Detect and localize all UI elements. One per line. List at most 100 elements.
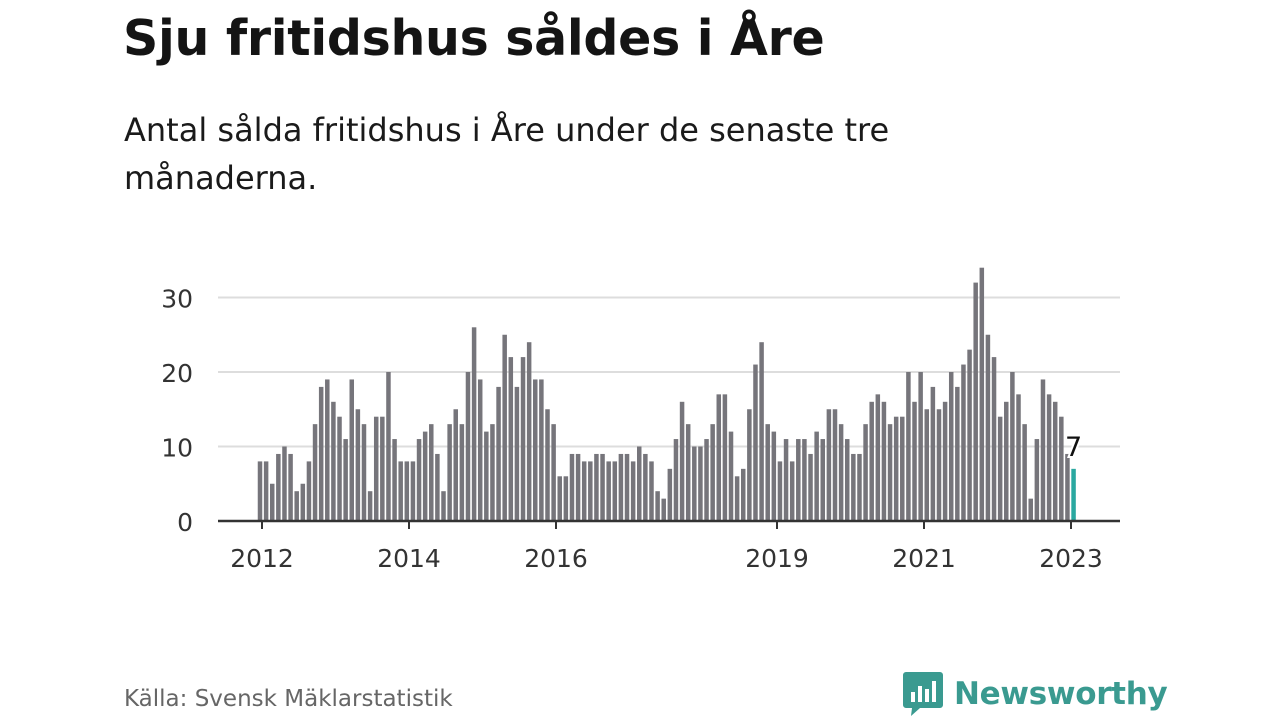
- bar: [740, 468, 746, 521]
- bar: [453, 409, 458, 521]
- bar: [404, 461, 410, 521]
- bar: [410, 461, 416, 521]
- bar: [392, 439, 397, 521]
- bar: [942, 401, 948, 521]
- labels: 0 10 20 30 2012 2014 2016 2019 2021 2023 7: [161, 285, 1103, 574]
- bar: [863, 424, 868, 521]
- bar: [588, 461, 593, 521]
- bar: [1052, 401, 1058, 521]
- bar: [1028, 498, 1033, 521]
- bar: [594, 453, 599, 521]
- bars: [257, 267, 1076, 521]
- chart-title: Sju fritidshus såldes i Åre: [123, 10, 825, 67]
- bar: [655, 491, 660, 521]
- chart-subtitle: Antal sålda fritidshus i Åre under de se…: [124, 111, 890, 197]
- bar: [435, 453, 440, 521]
- bar: [643, 453, 648, 521]
- bar: [967, 349, 972, 521]
- x-tick-label: 2016: [524, 544, 588, 573]
- bar: [783, 439, 789, 521]
- bar: [1065, 453, 1070, 521]
- bar: [269, 483, 275, 521]
- bar: [526, 342, 532, 521]
- bar: [716, 394, 722, 521]
- bar: [312, 424, 318, 521]
- bar: [673, 439, 679, 521]
- bar: [948, 372, 954, 521]
- bar: [575, 453, 581, 521]
- bar: [728, 431, 734, 521]
- bar: [667, 468, 673, 521]
- bar: [1004, 401, 1009, 521]
- bar-chart-bubble-icon: [903, 672, 943, 716]
- bar: [918, 372, 923, 521]
- bar: [606, 461, 611, 521]
- source-note: Källa: Svensk Mäklarstatistik: [124, 686, 453, 712]
- bar: [581, 461, 587, 521]
- brand-logo: Newsworthy: [902, 670, 1168, 718]
- bar: [325, 379, 330, 521]
- bar: [765, 424, 770, 521]
- x-tick-label: 2014: [377, 544, 441, 573]
- bar: [276, 453, 281, 521]
- bar: [685, 424, 691, 521]
- bar: [1034, 439, 1040, 521]
- bar: [263, 461, 269, 521]
- bar: [545, 409, 550, 521]
- bar: [520, 357, 526, 521]
- bar: [1040, 379, 1046, 521]
- bar: [288, 453, 293, 521]
- bar: [380, 416, 385, 521]
- bar: [802, 439, 807, 521]
- bar: [900, 416, 905, 521]
- bar: [331, 401, 336, 521]
- bar: [490, 424, 495, 521]
- bar: [692, 446, 697, 521]
- brand-name: Newsworthy: [954, 676, 1168, 712]
- bar: [282, 446, 287, 521]
- bar: [557, 476, 562, 521]
- bar: [844, 439, 850, 521]
- bar: [459, 424, 465, 521]
- bar: [600, 453, 605, 521]
- bar: [1059, 416, 1064, 521]
- bar: [294, 491, 299, 521]
- bar: [924, 409, 929, 521]
- bar: [906, 372, 911, 521]
- bar: [257, 461, 263, 521]
- bar: [851, 453, 856, 521]
- bar: [936, 409, 942, 521]
- y-tick-label: 0: [177, 508, 193, 537]
- bar: [973, 282, 978, 521]
- bar: [1022, 424, 1027, 521]
- x-tick-label: 2021: [892, 544, 956, 573]
- bar: [789, 461, 795, 521]
- bar: [679, 401, 685, 521]
- bar: [1046, 394, 1052, 521]
- bar: [502, 334, 507, 521]
- bar: [447, 424, 452, 521]
- bar: [422, 431, 428, 521]
- bar: [710, 424, 715, 521]
- bar: [618, 453, 624, 521]
- bar: [649, 461, 654, 521]
- bar: [985, 334, 991, 521]
- bar: [734, 476, 740, 521]
- bar: [997, 416, 1003, 521]
- bar-chart: 0 10 20 30 2012 2014 2016 2019 2021 2023 7: [161, 267, 1120, 574]
- bar: [373, 416, 379, 521]
- bar: [722, 394, 728, 521]
- bar: [533, 379, 538, 521]
- bar: [367, 491, 373, 521]
- bar: [814, 431, 819, 521]
- bar: [398, 461, 403, 521]
- y-tick-label: 10: [161, 434, 193, 463]
- bar: [771, 431, 777, 521]
- bar: [624, 453, 630, 521]
- bar: [698, 446, 703, 521]
- bar: [930, 386, 936, 521]
- bar: [753, 364, 758, 521]
- bar: [465, 372, 471, 521]
- highlight-value-label: 7: [1065, 432, 1082, 463]
- bar: [979, 267, 985, 521]
